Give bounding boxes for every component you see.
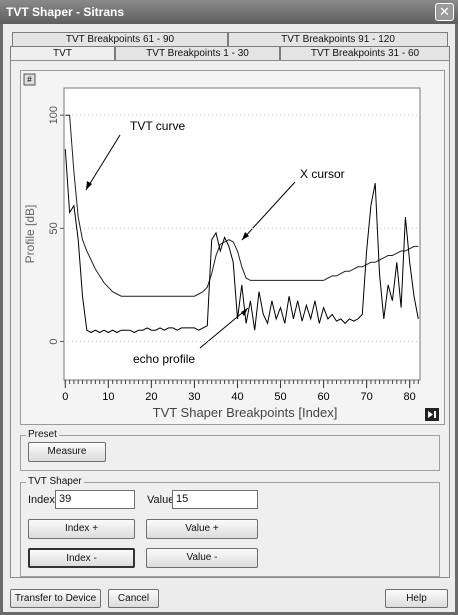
field-label: Index <box>28 494 55 506</box>
x-tick-label: 50 <box>274 391 286 403</box>
index-plus-button[interactable]: Index + <box>28 519 135 539</box>
series-line <box>64 149 419 334</box>
series-line <box>65 114 419 297</box>
value-minus-button[interactable]: Value - <box>146 548 258 568</box>
tab[interactable]: TVT Breakpoints 31 - 60 <box>280 46 450 61</box>
chart: # TVT Shaper Breakpoints [Index] Profile… <box>20 70 445 425</box>
title-bar: TVT Shaper - Sitrans <box>0 0 458 24</box>
x-tick-label: 0 <box>62 391 68 403</box>
x-tick-label: 60 <box>317 391 329 403</box>
tvt-shaper-group <box>20 482 440 577</box>
annotation: TVT curve <box>130 119 185 133</box>
zoom-button[interactable] <box>23 73 36 86</box>
tab[interactable]: TVT Breakpoints 1 - 30 <box>115 46 280 61</box>
value-input[interactable]: 15 <box>172 490 258 509</box>
close-button[interactable]: ✕ <box>435 3 454 21</box>
x-tick-label: 70 <box>360 391 372 403</box>
x-tick-label: 80 <box>404 391 416 403</box>
value-plus-button[interactable]: Value + <box>146 519 258 539</box>
group-title: TVT Shaper <box>26 476 84 487</box>
field-label: Value <box>147 494 175 506</box>
plot-area <box>63 87 421 381</box>
x-tick-label: 40 <box>231 391 243 403</box>
help-button[interactable]: Help <box>385 589 448 608</box>
index-input[interactable]: 39 <box>55 490 135 509</box>
y-axis-label: Profile [dB] <box>23 205 37 264</box>
annotation: X cursor <box>300 167 345 181</box>
x-axis-label: TVT Shaper Breakpoints [Index] <box>153 405 338 420</box>
tab[interactable]: TVT Breakpoints 61 - 90 <box>12 32 228 47</box>
annotation: echo profile <box>133 352 195 366</box>
tab[interactable]: TVT Breakpoints 91 - 120 <box>228 32 448 47</box>
arrowhead <box>242 232 249 240</box>
tab-active[interactable]: TVT <box>10 46 115 61</box>
cancel-button[interactable]: Cancel <box>108 589 159 608</box>
transfer-button[interactable]: Transfer to Device <box>10 589 101 608</box>
arrow <box>241 181 296 241</box>
y-tick-label: 50 <box>48 222 60 234</box>
arrowhead <box>86 181 92 190</box>
y-tick-label: 0 <box>48 338 60 344</box>
x-tick-label: 10 <box>102 391 114 403</box>
group-title: Preset <box>26 429 59 440</box>
x-tick-label: 20 <box>145 391 157 403</box>
index-minus-button[interactable]: Index - <box>28 548 135 568</box>
y-tick-label: 100 <box>48 106 60 124</box>
arrow <box>85 134 121 191</box>
window-title: TVT Shaper - Sitrans <box>6 5 125 19</box>
end-icon <box>428 411 436 418</box>
window-frame <box>0 24 458 615</box>
x-tick-label: 30 <box>188 391 200 403</box>
preset-group <box>20 435 440 471</box>
measure-button[interactable]: Measure <box>28 442 106 462</box>
zoom-icon: # <box>27 75 32 84</box>
